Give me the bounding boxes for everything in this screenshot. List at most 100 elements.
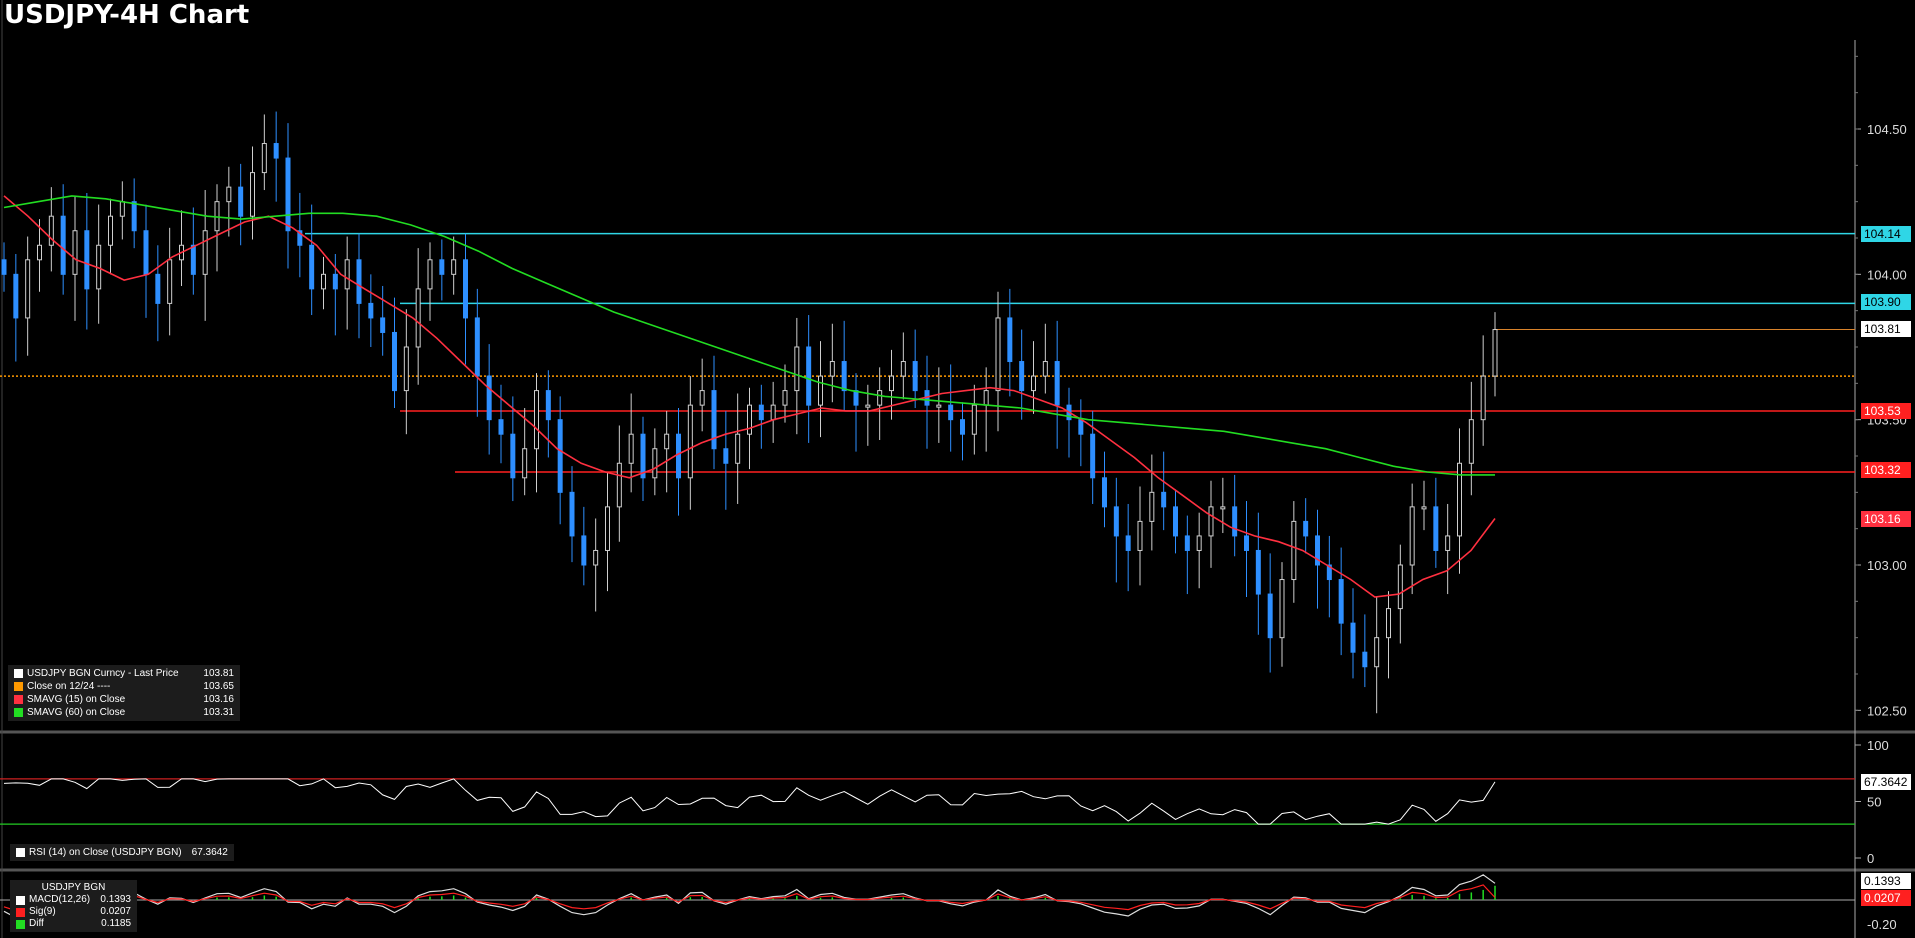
candle-body xyxy=(912,361,918,392)
tag-rsi: 67.3642 xyxy=(1861,774,1911,790)
diff-value: 0.1185 xyxy=(101,918,131,929)
candle-body xyxy=(1326,564,1332,581)
candle-body xyxy=(900,361,906,377)
sma15-line xyxy=(3,195,1496,598)
candle-body xyxy=(640,433,646,479)
candle-body xyxy=(569,491,575,537)
candle-body xyxy=(321,273,326,290)
rsi-line xyxy=(3,778,1496,825)
candle-body xyxy=(1196,535,1202,551)
tag-103-16: 103.16 xyxy=(1861,511,1911,527)
candle-body xyxy=(1031,375,1036,392)
rsi-legend-value: 67.3642 xyxy=(191,847,228,858)
candle-body xyxy=(344,259,350,290)
candle-body xyxy=(1445,535,1451,551)
candle-body xyxy=(971,404,977,435)
legend-swatch-orange xyxy=(14,682,23,691)
candle-body xyxy=(1362,651,1368,668)
candle-body xyxy=(463,259,468,319)
candle-body xyxy=(1244,535,1249,551)
candle-body xyxy=(747,404,752,435)
candle-body xyxy=(238,186,244,217)
candle-body xyxy=(439,259,445,275)
candle-body xyxy=(1042,361,1048,377)
candle-body xyxy=(687,404,693,479)
rsi-tick-label: 100 xyxy=(1867,738,1889,753)
y-tick-label: 104.50 xyxy=(1867,122,1907,137)
sma60-line xyxy=(3,195,1495,476)
candle-body xyxy=(155,273,161,304)
candle-body xyxy=(1303,520,1309,537)
candle-body xyxy=(1161,491,1167,508)
rsi-tick-label: 0 xyxy=(1867,851,1874,866)
candle-body xyxy=(190,244,196,275)
candle-body xyxy=(889,375,894,392)
candle-body xyxy=(1149,491,1155,522)
macd-signal-line xyxy=(3,884,1496,912)
candle-body xyxy=(770,404,776,421)
candle-body xyxy=(948,404,954,421)
candle-body xyxy=(581,535,587,566)
sig-label: Sig(9) xyxy=(29,906,56,917)
candle-body xyxy=(202,230,208,275)
candle-body xyxy=(415,288,421,348)
rsi-tick-label: 50 xyxy=(1867,795,1881,810)
candle-body xyxy=(1267,593,1273,639)
candle-body xyxy=(72,230,78,275)
candle-body xyxy=(226,186,232,203)
candle-body xyxy=(510,433,516,479)
candle-body xyxy=(557,419,563,493)
candle-body xyxy=(1173,506,1178,537)
candle-body xyxy=(758,404,764,421)
y-tick-label: 103.00 xyxy=(1867,558,1907,573)
legend-swatch-red xyxy=(14,695,23,704)
candle-body xyxy=(1421,506,1427,510)
candle-body xyxy=(1468,419,1474,464)
candle-body xyxy=(936,404,942,408)
macd-tick-label: -0.20 xyxy=(1867,917,1897,932)
candle-body xyxy=(1409,506,1415,566)
macd-value: 0.1393 xyxy=(100,894,131,905)
candle-body xyxy=(285,157,291,232)
sig-value: 0.0207 xyxy=(100,906,131,917)
candle-body xyxy=(1457,462,1462,537)
tag-104-14: 104.14 xyxy=(1861,226,1911,242)
candle-body xyxy=(60,215,66,275)
candle-body xyxy=(711,390,717,450)
candle-body xyxy=(605,506,610,551)
candle-body xyxy=(794,346,800,392)
candle-body xyxy=(806,346,812,406)
candle-body xyxy=(486,375,492,421)
chart-title: USDJPY-4H Chart xyxy=(4,0,250,30)
tag-103-81: 103.81 xyxy=(1861,321,1911,337)
candle-body xyxy=(356,259,362,304)
candle-body xyxy=(1019,361,1025,392)
rsi-legend: RSI (14) on Close (USDJPY BGN) 67.3642 xyxy=(10,844,234,861)
candle-body xyxy=(1113,506,1119,537)
y-tick-label: 102.50 xyxy=(1867,703,1907,718)
candle-body xyxy=(1374,637,1380,668)
macd-line xyxy=(3,874,1496,919)
candle-body xyxy=(1386,608,1391,639)
candle-body xyxy=(1291,520,1297,581)
candle-body xyxy=(522,448,528,479)
tag-macd: 0.1393 xyxy=(1861,873,1911,889)
candle-body xyxy=(84,230,90,290)
candle-body xyxy=(545,390,551,421)
candle-body xyxy=(534,390,539,450)
candle-body xyxy=(297,230,303,246)
candle-body xyxy=(25,259,31,319)
y-tick-label: 104.00 xyxy=(1867,267,1907,282)
candle-body xyxy=(1480,375,1486,421)
candle-body xyxy=(403,346,409,392)
candle-body xyxy=(13,273,19,319)
candle-body xyxy=(664,433,670,450)
candle-body xyxy=(1137,520,1143,551)
candle-body xyxy=(108,215,113,246)
candle-body xyxy=(48,215,54,246)
macd-label: MACD(12,26) xyxy=(29,894,91,905)
candle-body xyxy=(1220,506,1226,510)
candle-body xyxy=(1078,419,1084,435)
macd-legend-title: USDJPY BGN xyxy=(41,882,106,893)
